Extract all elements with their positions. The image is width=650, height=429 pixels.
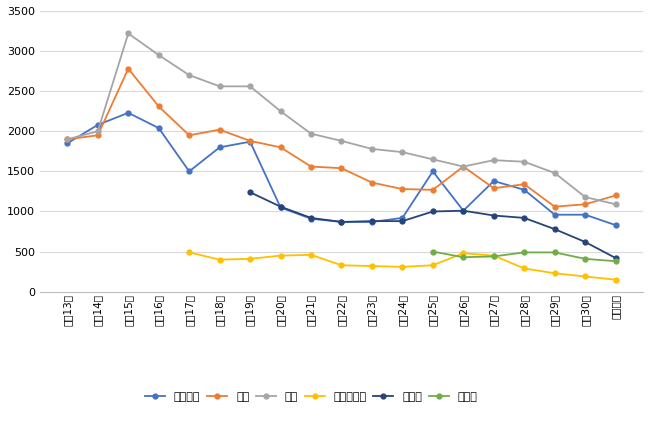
上野２丁目 bbox=[521, 266, 528, 271]
上野２丁目 bbox=[368, 263, 376, 269]
渋谷 bbox=[246, 138, 254, 143]
渋谷 bbox=[185, 133, 193, 138]
六本木 bbox=[277, 204, 285, 209]
歌舞伎町 bbox=[64, 141, 72, 146]
池袋 bbox=[368, 146, 376, 151]
上野２丁目 bbox=[460, 251, 467, 256]
渋谷 bbox=[64, 137, 72, 142]
錦糸町 bbox=[581, 256, 589, 261]
渋谷 bbox=[124, 66, 132, 71]
池袋 bbox=[551, 170, 558, 175]
池袋 bbox=[460, 164, 467, 169]
六本木 bbox=[581, 239, 589, 245]
歌舞伎町 bbox=[155, 126, 162, 131]
上野２丁目 bbox=[398, 264, 406, 269]
渋谷 bbox=[581, 202, 589, 207]
渋谷 bbox=[612, 193, 619, 198]
渋谷 bbox=[216, 127, 224, 132]
上野２丁目 bbox=[337, 263, 345, 268]
錦糸町 bbox=[551, 250, 558, 255]
渋谷 bbox=[460, 164, 467, 169]
Legend: 歌舞伎町, 渋谷, 池袋, 上野２丁目, 六本木, 錦糸町: 歌舞伎町, 渋谷, 池袋, 上野２丁目, 六本木, 錦糸町 bbox=[140, 387, 482, 406]
Line: 錦糸町: 錦糸町 bbox=[430, 249, 618, 264]
錦糸町 bbox=[612, 259, 619, 264]
渋谷 bbox=[490, 186, 498, 191]
歌舞伎町 bbox=[460, 208, 467, 213]
六本木 bbox=[307, 215, 315, 221]
上野２丁目 bbox=[277, 253, 285, 258]
六本木 bbox=[398, 218, 406, 224]
池袋 bbox=[337, 138, 345, 143]
池袋 bbox=[581, 194, 589, 199]
Line: 六本木: 六本木 bbox=[248, 190, 618, 260]
上野２丁目 bbox=[612, 277, 619, 282]
歌舞伎町 bbox=[612, 223, 619, 228]
六本木 bbox=[612, 255, 619, 260]
池袋 bbox=[307, 131, 315, 136]
六本木 bbox=[246, 190, 254, 195]
池袋 bbox=[246, 84, 254, 89]
六本木 bbox=[551, 227, 558, 232]
歌舞伎町 bbox=[94, 122, 101, 127]
歌舞伎町 bbox=[368, 219, 376, 224]
歌舞伎町 bbox=[490, 178, 498, 184]
上野２丁目 bbox=[551, 271, 558, 276]
Line: 歌舞伎町: 歌舞伎町 bbox=[65, 110, 618, 227]
渋谷 bbox=[429, 187, 437, 193]
上野２丁目 bbox=[216, 257, 224, 262]
歌舞伎町 bbox=[216, 145, 224, 150]
錦糸町 bbox=[490, 254, 498, 259]
渋谷 bbox=[307, 164, 315, 169]
Line: 渋谷: 渋谷 bbox=[65, 66, 618, 209]
歌舞伎町 bbox=[124, 110, 132, 115]
上野２丁目 bbox=[246, 256, 254, 261]
六本木 bbox=[460, 208, 467, 213]
歌舞伎町 bbox=[307, 216, 315, 221]
歌舞伎町 bbox=[398, 215, 406, 221]
歌舞伎町 bbox=[551, 212, 558, 217]
渋谷 bbox=[155, 104, 162, 109]
上野２丁目 bbox=[307, 252, 315, 257]
池袋 bbox=[398, 150, 406, 155]
歌舞伎町 bbox=[246, 139, 254, 144]
池袋 bbox=[185, 73, 193, 78]
上野２丁目 bbox=[490, 253, 498, 258]
渋谷 bbox=[551, 204, 558, 209]
池袋 bbox=[94, 129, 101, 134]
六本木 bbox=[337, 219, 345, 224]
歌舞伎町 bbox=[521, 187, 528, 193]
渋谷 bbox=[398, 187, 406, 192]
池袋 bbox=[124, 31, 132, 36]
池袋 bbox=[155, 52, 162, 57]
池袋 bbox=[216, 84, 224, 89]
渋谷 bbox=[337, 166, 345, 171]
六本木 bbox=[368, 218, 376, 224]
Line: 上野２丁目: 上野２丁目 bbox=[187, 250, 618, 282]
池袋 bbox=[429, 157, 437, 162]
池袋 bbox=[64, 137, 72, 142]
上野２丁目 bbox=[429, 263, 437, 268]
錦糸町 bbox=[429, 249, 437, 254]
渋谷 bbox=[277, 145, 285, 150]
歌舞伎町 bbox=[429, 169, 437, 174]
錦糸町 bbox=[521, 250, 528, 255]
歌舞伎町 bbox=[337, 219, 345, 224]
Line: 池袋: 池袋 bbox=[65, 31, 618, 207]
池袋 bbox=[277, 109, 285, 114]
歌舞伎町 bbox=[581, 212, 589, 217]
渋谷 bbox=[94, 133, 101, 138]
池袋 bbox=[521, 159, 528, 164]
渋谷 bbox=[368, 180, 376, 185]
六本木 bbox=[429, 209, 437, 214]
六本木 bbox=[490, 213, 498, 218]
渋谷 bbox=[521, 181, 528, 187]
歌舞伎町 bbox=[277, 205, 285, 210]
池袋 bbox=[490, 157, 498, 163]
上野２丁目 bbox=[185, 250, 193, 255]
池袋 bbox=[612, 202, 619, 207]
六本木 bbox=[521, 215, 528, 221]
上野２丁目 bbox=[581, 274, 589, 279]
錦糸町 bbox=[460, 255, 467, 260]
歌舞伎町 bbox=[185, 169, 193, 174]
